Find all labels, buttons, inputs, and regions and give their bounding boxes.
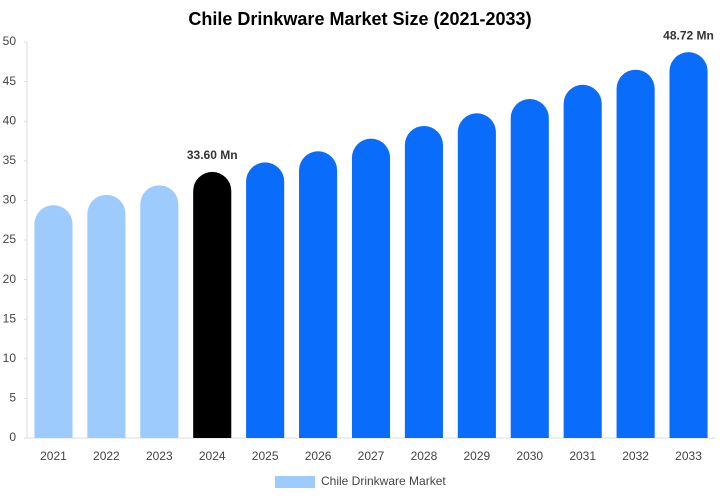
bar <box>669 52 708 439</box>
data-label: 48.72 Mn <box>663 28 714 42</box>
x-tick-label: 2031 <box>569 449 596 463</box>
x-tick-label: 2032 <box>622 449 649 463</box>
x-tick-label: 2021 <box>40 449 67 463</box>
data-label: 33.60 Mn <box>187 148 238 162</box>
bar <box>404 125 443 438</box>
y-tick-label: 0 <box>9 430 16 444</box>
y-tick-label: 15 <box>3 311 17 325</box>
y-tick-label: 30 <box>3 193 17 207</box>
y-tick-label: 25 <box>3 232 17 246</box>
x-tick-label: 2025 <box>252 449 279 463</box>
x-tick-label: 2023 <box>146 449 173 463</box>
x-tick-label: 2022 <box>93 449 120 463</box>
x-tick-label: 2026 <box>305 449 332 463</box>
x-tick-label: 2028 <box>411 449 438 463</box>
bar <box>140 185 179 438</box>
bar <box>87 194 126 438</box>
x-tick-label: 2024 <box>199 449 226 463</box>
y-tick-label: 40 <box>3 113 17 127</box>
x-tick-label: 2027 <box>358 449 385 463</box>
y-tick-label: 10 <box>3 351 17 365</box>
bar <box>510 99 549 438</box>
legend-label: Chile Drinkware Market <box>321 474 446 488</box>
legend-swatch <box>275 476 315 488</box>
y-tick-label: 45 <box>3 74 17 88</box>
x-tick-label: 2033 <box>675 449 702 463</box>
bar <box>351 138 391 438</box>
bar <box>457 113 496 439</box>
y-tick-label: 20 <box>3 272 17 286</box>
bar <box>563 84 602 438</box>
y-tick-label: 35 <box>3 153 17 167</box>
y-tick-label: 50 <box>3 34 17 48</box>
bar <box>299 151 338 438</box>
x-tick-label: 2030 <box>516 449 543 463</box>
chart-title: Chile Drinkware Market Size (2021-2033) <box>188 9 531 29</box>
x-tick-label: 2029 <box>463 449 490 463</box>
bar <box>34 205 73 438</box>
bar <box>246 162 285 438</box>
bar <box>193 171 232 439</box>
bar <box>616 69 655 438</box>
y-tick-label: 5 <box>9 391 16 405</box>
